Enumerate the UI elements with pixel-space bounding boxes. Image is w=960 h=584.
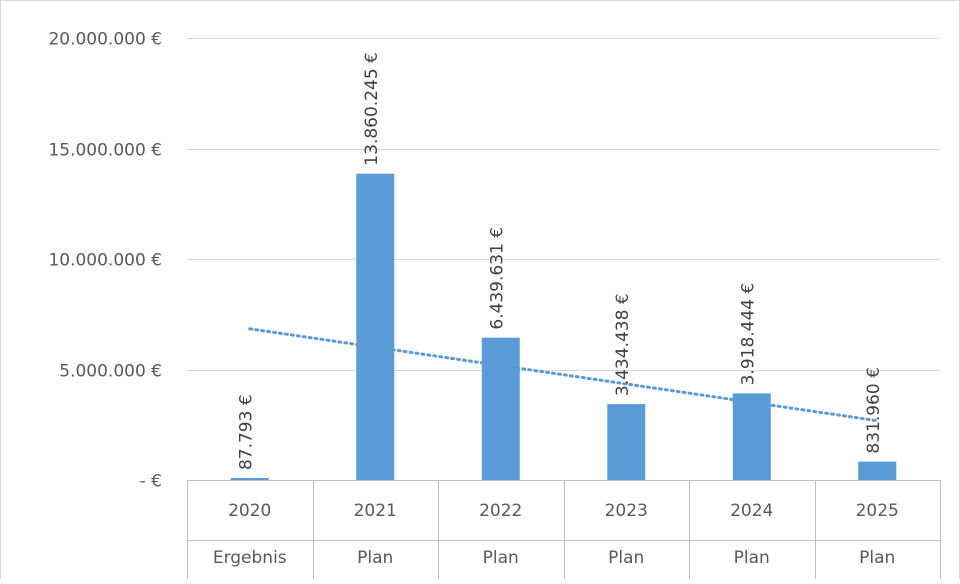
y-tick-label: - €	[140, 472, 162, 492]
bars	[230, 173, 897, 480]
x-category-label: 2022	[479, 501, 522, 521]
data-label: 6.439.631 €	[488, 227, 508, 330]
data-label: 3.434.438 €	[613, 293, 633, 396]
bar	[732, 393, 771, 480]
y-tick-labels: - € 5.000.000 € 10.000.000 € 15.000.000 € 20…	[48, 30, 162, 492]
y-tick-label: 15.000.000 €	[48, 141, 162, 161]
x-category-label: 2020	[228, 501, 271, 521]
trendline	[248, 327, 879, 423]
data-labels: 87.793 € 13.860.245 € 6.439.631 € 3.434.438…	[237, 52, 885, 470]
x-category-label: 2021	[354, 501, 397, 521]
bar	[481, 337, 520, 480]
x-category-labels: 2020 Ergebnis 2021 Plan 2022 Plan 2023 Plan 2024…	[213, 501, 899, 568]
bar	[230, 478, 269, 480]
y-tick-label: 5.000.000 €	[59, 362, 162, 382]
x-subcategory-label: Plan	[734, 548, 770, 568]
x-subcategory-label: Plan	[357, 548, 393, 568]
bar	[356, 173, 395, 480]
trendline	[248, 327, 879, 423]
y-tick-label: 10.000.000 €	[48, 251, 162, 271]
x-category-label: 2025	[856, 501, 899, 521]
x-subcategory-label: Plan	[859, 548, 895, 568]
bar	[858, 461, 897, 480]
bar	[607, 404, 646, 480]
data-label: 13.860.245 €	[362, 52, 382, 166]
y-tick-label: 20.000.000 €	[48, 30, 162, 50]
data-label: 831.960 €	[864, 367, 884, 454]
data-label: 3.918.444 €	[739, 283, 759, 386]
x-subcategory-label: Plan	[483, 548, 519, 568]
x-category-label: 2023	[605, 501, 648, 521]
x-subcategory-label: Plan	[608, 548, 644, 568]
data-label: 87.793 €	[237, 394, 257, 470]
x-category-label: 2024	[730, 501, 773, 521]
x-subcategory-label: Ergebnis	[213, 548, 287, 568]
gridlines	[187, 38, 940, 371]
